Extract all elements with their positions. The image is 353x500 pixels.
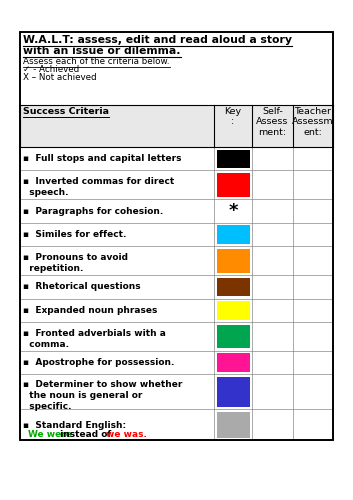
Text: ▪  Rhetorical questions: ▪ Rhetorical questions xyxy=(23,282,140,292)
Text: Success Criteria: Success Criteria xyxy=(23,107,109,116)
Text: Teacher
Assessm
ent:: Teacher Assessm ent: xyxy=(292,107,334,137)
Bar xyxy=(216,412,250,438)
Text: ▪  Expanded noun phrases: ▪ Expanded noun phrases xyxy=(23,306,157,315)
Text: with an issue or dilemma.: with an issue or dilemma. xyxy=(23,46,180,56)
Text: we was.: we was. xyxy=(106,430,147,438)
Text: W.A.L.T: assess, edit and read aloud a story: W.A.L.T: assess, edit and read aloud a s… xyxy=(23,35,292,45)
Bar xyxy=(20,32,333,440)
Bar xyxy=(20,105,333,147)
Text: ▪  Apostrophe for possession.: ▪ Apostrophe for possession. xyxy=(23,358,174,367)
Text: Assess each of the criteria below.: Assess each of the criteria below. xyxy=(23,57,169,66)
Bar xyxy=(216,226,250,244)
Bar xyxy=(216,173,250,197)
Text: *: * xyxy=(228,202,238,220)
Bar xyxy=(216,248,250,272)
Text: ✓ - Achieved: ✓ - Achieved xyxy=(23,65,79,74)
Text: Assess each of the criteria below.: Assess each of the criteria below. xyxy=(23,57,169,66)
Bar xyxy=(216,301,250,320)
Text: ▪  Paragraphs for cohesion.: ▪ Paragraphs for cohesion. xyxy=(23,206,163,216)
Text: ▪  Standard English:: ▪ Standard English: xyxy=(23,420,126,430)
Bar xyxy=(20,32,333,440)
Text: ▪  Inverted commas for direct
  speech.: ▪ Inverted commas for direct speech. xyxy=(23,177,174,197)
Text: ▪  Similes for effect.: ▪ Similes for effect. xyxy=(23,230,126,239)
Bar xyxy=(216,150,250,168)
Bar xyxy=(216,324,250,348)
Text: instead of: instead of xyxy=(57,430,114,438)
Text: ▪  Pronouns to avoid
  repetition.: ▪ Pronouns to avoid repetition. xyxy=(23,252,128,273)
Text: Self-
Assess
ment:: Self- Assess ment: xyxy=(256,107,289,137)
Text: We were: We were xyxy=(28,430,72,438)
Text: ▪  Fronted adverbials with a
  comma.: ▪ Fronted adverbials with a comma. xyxy=(23,328,166,348)
Bar xyxy=(216,377,250,407)
Text: Key
:: Key : xyxy=(225,107,241,126)
Text: ▪  Determiner to show whether
  the noun is general or
  specific.: ▪ Determiner to show whether the noun is… xyxy=(23,380,183,411)
Bar xyxy=(216,278,250,296)
Text: Success Criteria: Success Criteria xyxy=(23,107,109,116)
Text: ▪  Full stops and capital letters: ▪ Full stops and capital letters xyxy=(23,154,181,163)
Bar xyxy=(216,354,250,372)
Text: X – Not achieved: X – Not achieved xyxy=(23,73,97,82)
